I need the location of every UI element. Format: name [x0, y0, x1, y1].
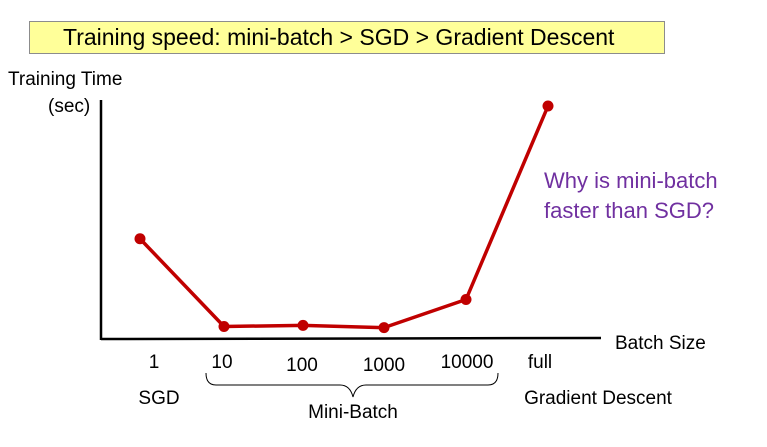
series-line [138, 105, 550, 330]
annotation-line-2: faster than SGD? [544, 198, 714, 223]
data-point [378, 322, 390, 334]
x-axis-line [100, 336, 602, 341]
y-axis-label-line-1: Training Time [8, 69, 123, 90]
x-tick-label: 100 [286, 355, 318, 376]
mini-batch-brace [205, 372, 499, 398]
x-tick-label: 1000 [362, 355, 406, 376]
sgd-label: SGD [138, 388, 180, 409]
data-point [297, 319, 309, 331]
x-axis-label: Batch Size [615, 333, 706, 354]
data-point [542, 100, 554, 112]
mini-batch-label: Mini-Batch [308, 402, 398, 423]
annotation-line-1: Why is mini-batch [544, 168, 718, 193]
x-tick-label: 10000 [440, 352, 494, 373]
annotation-question: Why is mini-batch faster than SGD? [544, 166, 718, 226]
gradient-descent-label: Gradient Descent [524, 388, 672, 409]
data-point [460, 294, 472, 305]
data-point [218, 321, 230, 332]
chart-title: Training speed: mini-batch > SGD > Gradi… [29, 21, 665, 54]
y-axis-label-line-2: (sec) [48, 96, 91, 117]
series-points [134, 100, 554, 334]
x-tick-label: full [527, 352, 553, 373]
data-point [134, 233, 146, 245]
x-tick-label: 1 [148, 352, 160, 373]
x-tick-label: 10 [211, 352, 233, 373]
